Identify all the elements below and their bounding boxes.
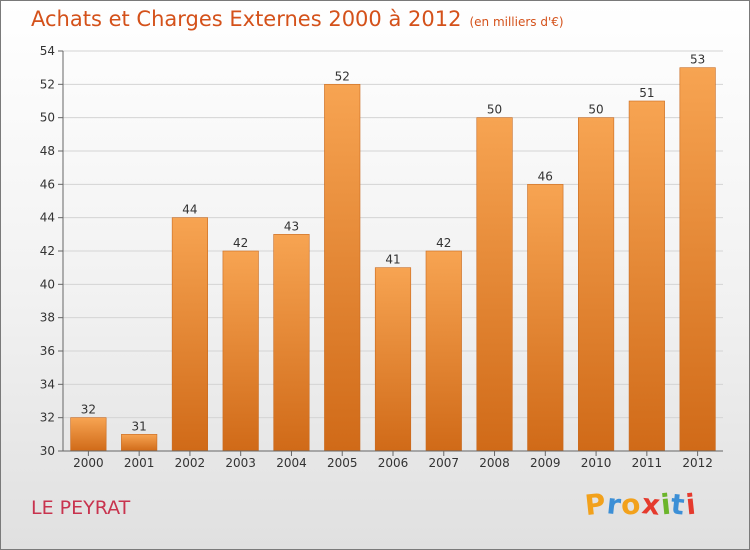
- bar: [425, 250, 462, 452]
- bar: [121, 434, 158, 452]
- data-label: 31: [132, 419, 147, 433]
- logo-letter: i: [683, 487, 698, 522]
- x-tick-label: 2007: [428, 456, 459, 470]
- y-tick-label: 32: [40, 411, 55, 425]
- x-tick-label: 2008: [479, 456, 510, 470]
- title-unit: (en milliers d'€): [469, 15, 564, 29]
- data-label: 43: [284, 219, 299, 233]
- x-tick-label: 2006: [378, 456, 409, 470]
- y-tick-label: 46: [40, 177, 55, 191]
- x-tick-label: 2005: [327, 456, 358, 470]
- chart-title: Achats et Charges Externes 2000 à 2012 (e…: [31, 7, 564, 31]
- bar: [324, 84, 361, 452]
- data-label: 50: [487, 103, 502, 117]
- logo-letter: P: [583, 486, 609, 523]
- data-label: 44: [182, 203, 197, 217]
- bar: [374, 267, 412, 452]
- data-label: 42: [436, 236, 451, 250]
- x-tick-label: 2009: [530, 456, 561, 470]
- bar: [273, 234, 310, 452]
- data-label: 52: [335, 69, 350, 83]
- data-label: 50: [588, 103, 603, 117]
- bar: [527, 184, 564, 452]
- bar: [578, 117, 615, 452]
- proxiti-logo: Proxiti: [583, 486, 698, 523]
- x-tick-label: 2012: [682, 456, 713, 470]
- y-tick-label: 42: [40, 244, 55, 258]
- bar: [679, 67, 716, 452]
- data-label: 46: [538, 169, 553, 183]
- y-axis: 30 32 34 36 38 40 42 44 46 48 50 52 54: [40, 44, 64, 458]
- x-axis: 2000 2001 2002 2003 2004 2005 2006 2007 2008 2009…: [63, 450, 723, 470]
- bar: [222, 250, 259, 452]
- data-label: 41: [385, 253, 400, 267]
- y-tick-label: 30: [40, 444, 55, 458]
- y-tick-label: 44: [40, 211, 55, 225]
- y-tick-label: 34: [40, 377, 55, 391]
- data-label: 32: [81, 403, 96, 417]
- bar: [628, 100, 665, 452]
- x-tick-label: 2011: [632, 456, 663, 470]
- bar: [476, 117, 513, 452]
- y-tick-label: 50: [40, 111, 55, 125]
- x-tick-label: 2010: [581, 456, 612, 470]
- location-label: LE PEYRAT: [31, 497, 131, 519]
- x-tick-label: 2003: [225, 456, 256, 470]
- y-tick-label: 40: [40, 277, 55, 291]
- y-tick-label: 38: [40, 311, 55, 325]
- y-tick-label: 36: [40, 344, 55, 358]
- bar: [171, 217, 208, 452]
- bars: 32 31 44 42 43 52 41 42 50 46 50 51 53: [70, 53, 716, 452]
- data-label: 53: [690, 53, 705, 67]
- y-tick-label: 48: [40, 144, 55, 158]
- y-tick-label: 54: [40, 44, 55, 58]
- x-tick-label: 2004: [276, 456, 307, 470]
- title-text: Achats et Charges Externes 2000 à 2012: [31, 7, 462, 31]
- data-label: 42: [233, 236, 248, 250]
- x-tick-label: 2000: [73, 456, 104, 470]
- bar: [70, 417, 107, 452]
- x-tick-label: 2001: [124, 456, 155, 470]
- y-tick-label: 52: [40, 77, 55, 91]
- data-label: 51: [639, 86, 654, 100]
- x-tick-label: 2002: [175, 456, 206, 470]
